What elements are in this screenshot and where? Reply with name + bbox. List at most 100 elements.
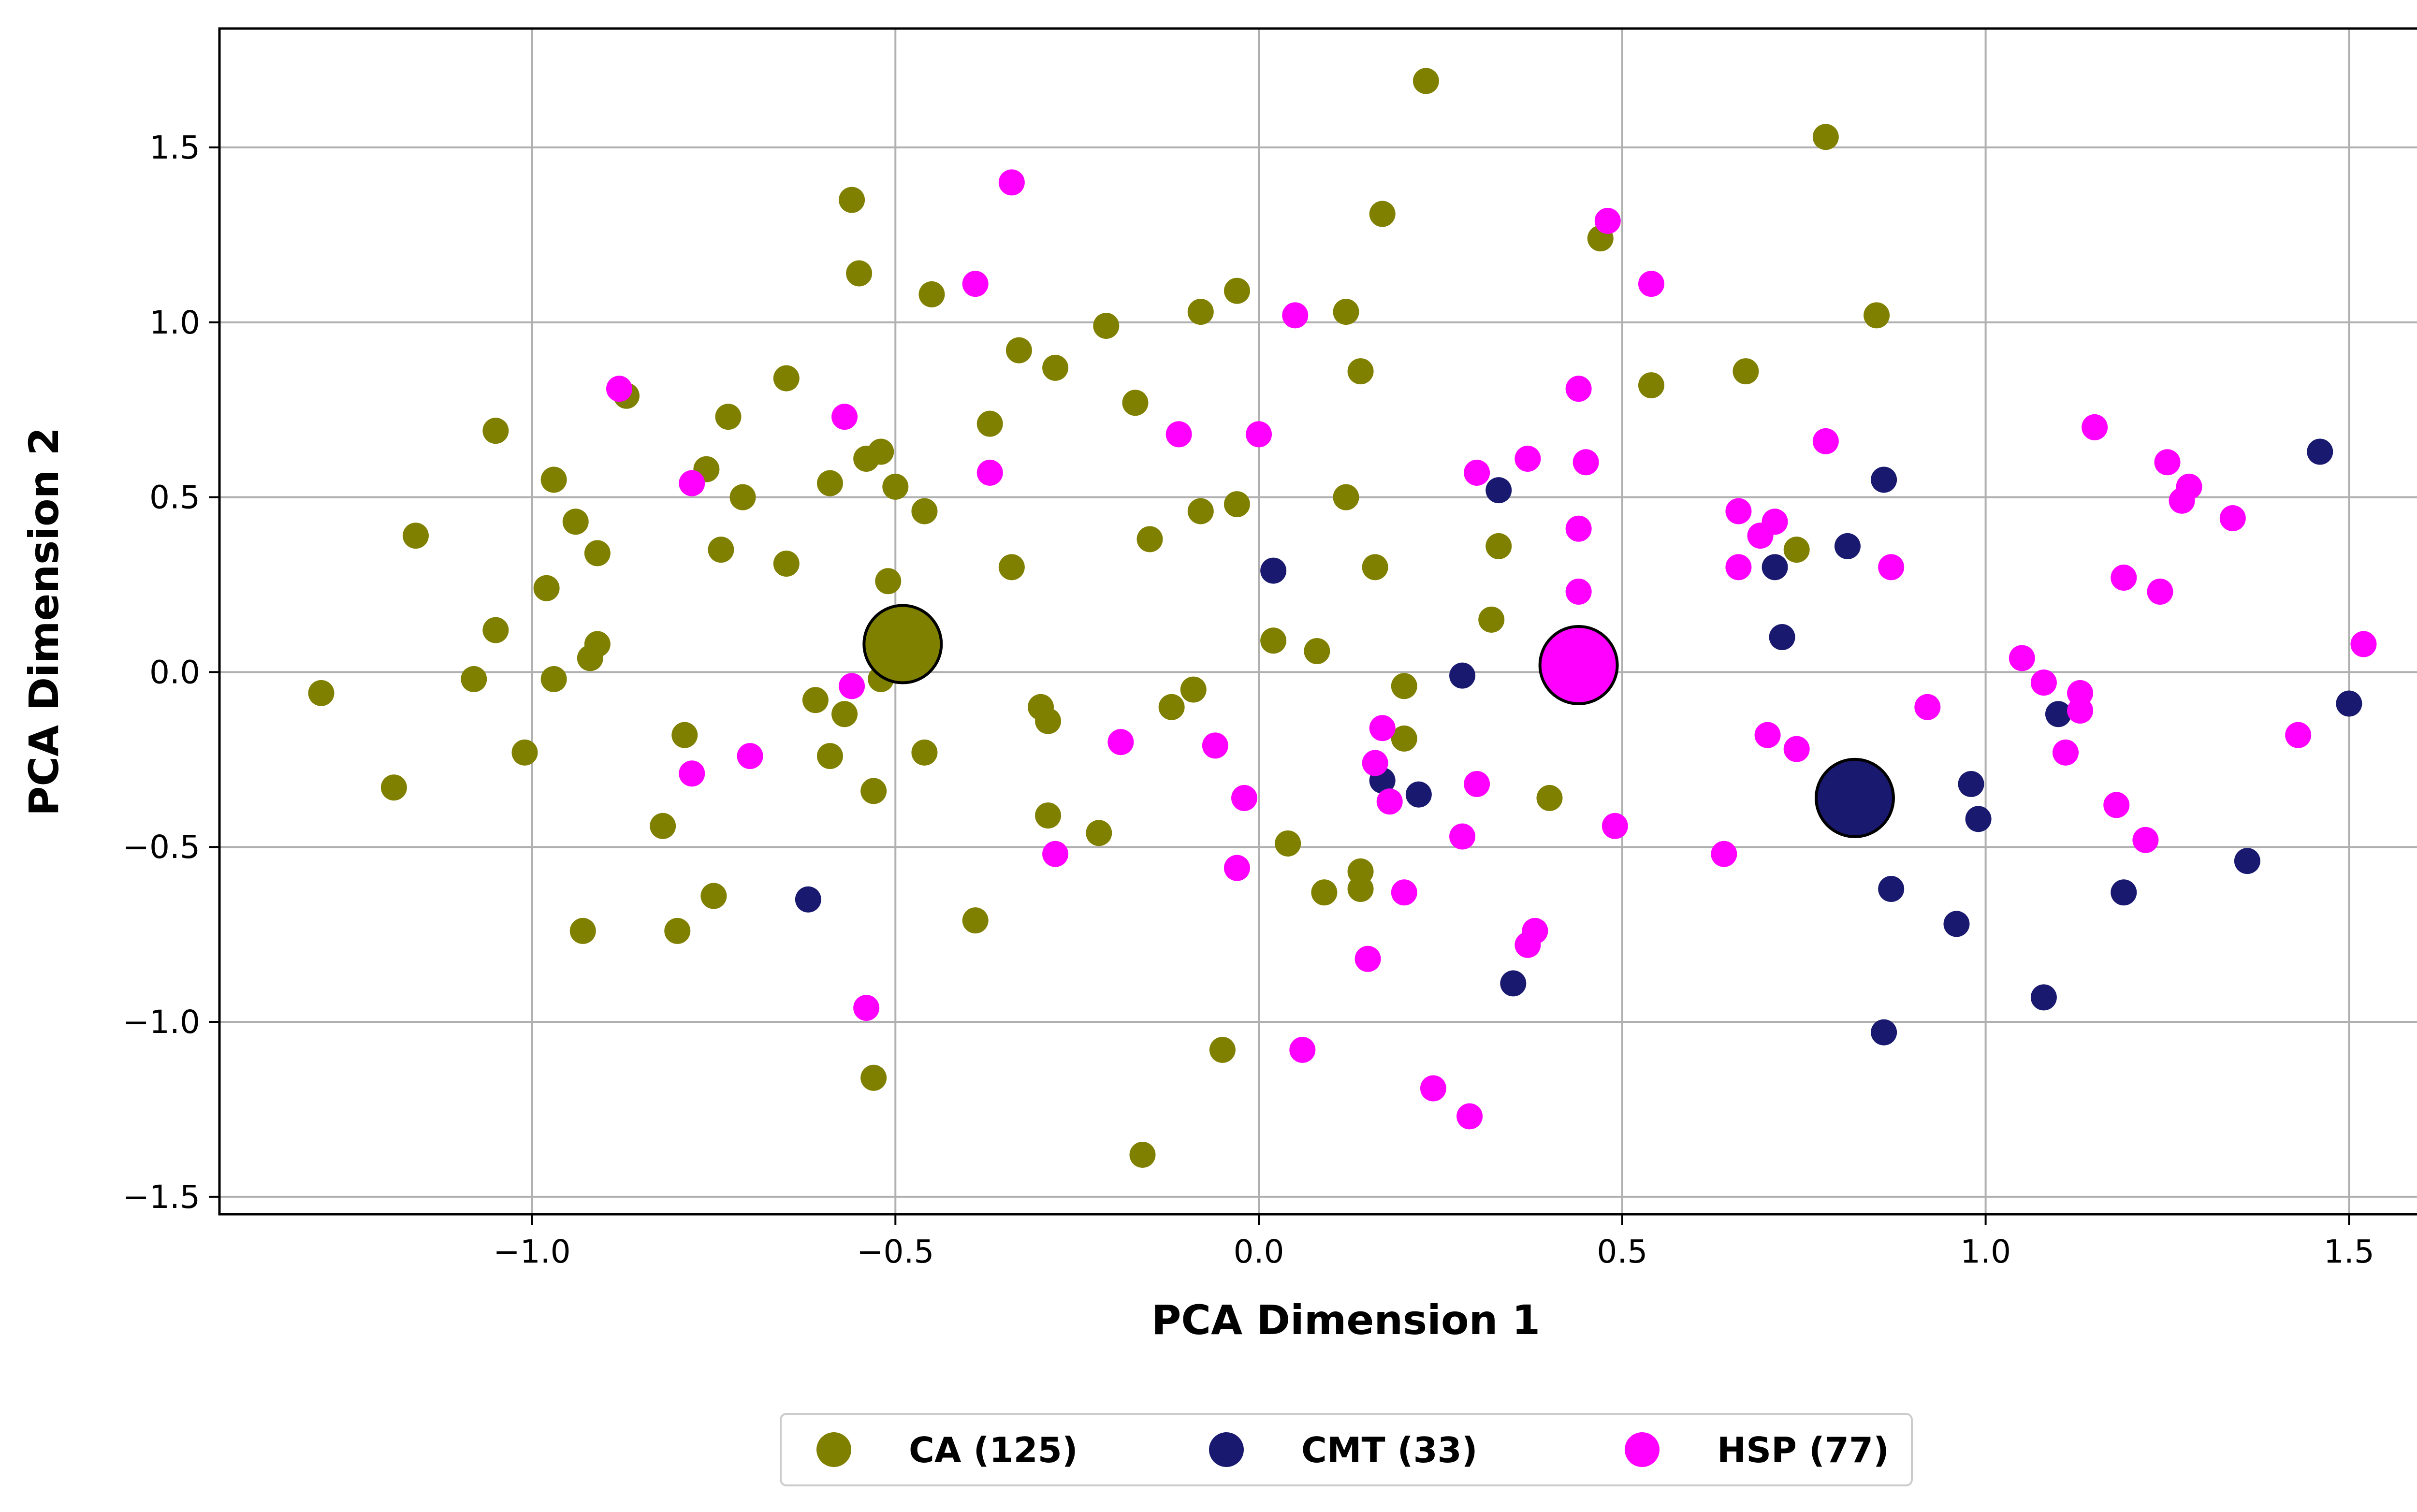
hsp-centroid-marker: [1538, 625, 1619, 705]
x-axis-label: PCA Dimension 1: [1151, 1296, 1540, 1344]
cmt-data-point: [1762, 554, 1788, 581]
ca-data-point: [1093, 313, 1120, 339]
ca-centroid-marker: [862, 604, 943, 684]
cmt-data-point: [1871, 466, 1897, 493]
hsp-data-point: [998, 169, 1025, 196]
ca-data-point: [816, 470, 843, 496]
hsp-data-point: [1354, 945, 1381, 972]
hsp-data-point: [1514, 446, 1541, 472]
ca-data-point: [308, 680, 335, 706]
cmt-data-point: [1871, 1019, 1897, 1046]
y-tick-label: 0.5: [149, 479, 200, 516]
hsp-data-point: [2132, 827, 2159, 853]
cmt-legend-label: CMT (33): [1301, 1430, 1478, 1470]
x-tick-label: −1.0: [493, 1233, 570, 1270]
cmt-data-point: [2111, 879, 2137, 906]
hsp-data-point: [1362, 750, 1388, 776]
ca-data-point: [1209, 1036, 1236, 1063]
ca-data-point: [1223, 491, 1250, 518]
cmt-legend-marker: [1209, 1432, 1244, 1467]
hsp-data-point: [1420, 1075, 1446, 1102]
y-tick-label: 1.0: [149, 304, 200, 341]
hsp-data-point: [976, 459, 1003, 486]
ca-data-point: [1136, 526, 1163, 552]
centroid-markers: [862, 604, 1895, 838]
hsp-data-point: [1602, 813, 1628, 839]
hsp-data-point: [2082, 414, 2108, 440]
ca-data-point: [962, 907, 989, 934]
cmt-centroid-marker: [1814, 757, 1895, 838]
hsp-data-point: [1914, 694, 1941, 720]
hsp-data-point: [2147, 578, 2173, 605]
hsp-data-point: [1812, 428, 1839, 454]
hsp-data-point: [2053, 739, 2079, 766]
ca-data-point: [482, 617, 509, 643]
cmt-data-point: [1878, 876, 1905, 902]
ca-data-point: [562, 509, 589, 535]
hsp-data-point: [1456, 1103, 1483, 1130]
hsp-data-point: [1107, 729, 1134, 756]
ca-data-point: [875, 568, 902, 595]
ca-data-point: [1783, 537, 1810, 563]
y-tick-label: −1.0: [123, 1003, 200, 1041]
ca-data-point: [1347, 858, 1374, 885]
hsp-data-point: [1754, 722, 1781, 748]
ca-data-point: [650, 813, 676, 839]
hsp-data-point: [1762, 509, 1788, 535]
ca-data-point: [1333, 484, 1359, 510]
hsp-data-point: [1223, 855, 1250, 881]
hsp-data-point: [962, 271, 989, 297]
hsp-data-point: [1042, 841, 1069, 867]
hsp-data-point: [1573, 449, 1599, 476]
ca-data-point: [998, 554, 1025, 581]
cmt-data-point: [2234, 848, 2260, 874]
ca-data-point: [1362, 554, 1388, 581]
ca-legend-marker: [816, 1432, 851, 1467]
ca-data-point: [1035, 802, 1062, 829]
ca-data-point: [839, 187, 865, 213]
cmt-data-point: [1965, 806, 1992, 832]
hsp-data-point: [1246, 421, 1272, 448]
ca-data-point: [1638, 372, 1664, 399]
y-tick-label: 0.0: [149, 654, 200, 691]
ca-data-point: [1035, 708, 1062, 734]
hsp-data-point: [679, 470, 705, 496]
hsp-data-point: [2176, 473, 2202, 500]
ca-data-point: [1347, 358, 1374, 385]
ca-data-point: [882, 473, 909, 500]
cmt-data-point: [1449, 662, 1476, 689]
ca-data-point: [976, 410, 1003, 437]
hsp-data-point: [831, 404, 858, 430]
ca-data-point: [1733, 358, 1759, 385]
ca-data-point: [911, 498, 938, 524]
x-tick-label: 0.5: [1597, 1233, 1647, 1270]
ca-data-point: [540, 666, 567, 692]
cmt-data-point: [2307, 438, 2333, 465]
ca-data-point: [1275, 830, 1301, 857]
ca-data-point: [816, 743, 843, 770]
hsp-data-point: [853, 995, 880, 1021]
ca-data-point: [1391, 673, 1417, 699]
ca-data-point: [860, 1064, 887, 1091]
plot-frame: [218, 27, 2417, 1216]
cmt-data-point: [1405, 781, 1432, 808]
hsp-data-point: [1376, 788, 1403, 815]
hsp-data-point: [2154, 449, 2181, 476]
ca-data-point: [708, 537, 734, 563]
ca-data-point: [1042, 354, 1069, 381]
ca-data-point: [540, 466, 567, 493]
legend: CA (125) CMT (33) HSP (77): [780, 1413, 1913, 1486]
hsp-data-point: [1594, 207, 1621, 234]
ca-data-point: [1812, 124, 1839, 150]
ca-data-point: [380, 774, 407, 801]
ca-data-point: [461, 666, 487, 692]
ca-data-point: [533, 575, 560, 601]
ca-data-point: [773, 365, 800, 392]
hsp-data-point: [1725, 498, 1752, 524]
ca-data-point: [846, 260, 873, 287]
ca-data-point: [664, 917, 691, 944]
hsp-data-point: [839, 673, 865, 699]
ca-data-point: [1223, 277, 1250, 304]
hsp-data-point: [1565, 376, 1592, 402]
